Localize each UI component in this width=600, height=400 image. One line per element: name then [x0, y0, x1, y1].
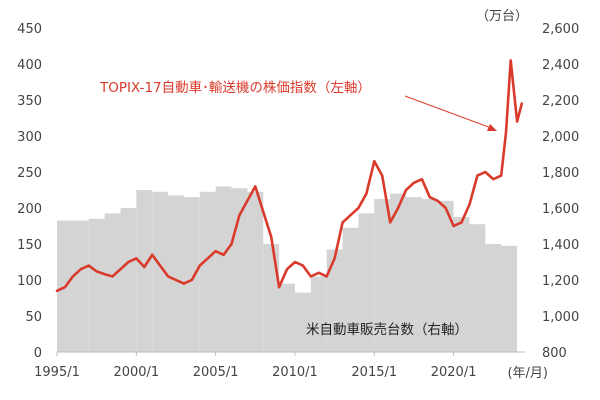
left-axis-tick-label: 150 — [17, 238, 42, 253]
right-axis-tick-label: 1,400 — [542, 238, 579, 253]
x-axis-tick-label: 1995/1 — [34, 365, 80, 380]
sales-bar — [120, 208, 137, 352]
left-axis-tick-label: 100 — [17, 274, 42, 289]
stock-index-line — [55, 59, 524, 293]
sales-bar — [199, 191, 216, 352]
bar-annotation: 米自動車販売台数（右軸） — [306, 322, 468, 338]
axis-layer: 0 50 100 150 200 250 300 350 400 450 800 1,000 1,200… — [17, 22, 579, 380]
line-annotation-arrow — [404, 95, 495, 130]
right-axis-tick-label: 2,600 — [542, 22, 579, 37]
sales-bar — [501, 245, 518, 352]
right-axis-tick-label: 2,200 — [542, 94, 579, 109]
sales-bar — [279, 283, 295, 352]
sales-bar — [152, 191, 169, 352]
x-axis-tick-label: 2000/1 — [113, 365, 159, 380]
right-axis-tick-label: 1,000 — [542, 310, 579, 325]
left-axis-tick-label: 50 — [25, 310, 42, 325]
right-axis-tick-label: 1,800 — [542, 166, 579, 181]
left-axis-tick-label: 250 — [17, 166, 42, 181]
right-axis-tick-label: 2,000 — [542, 130, 579, 145]
line-annotation-arrowhead — [487, 124, 497, 131]
sales-bar — [342, 227, 359, 352]
right-axis-tick-label: 1,600 — [542, 202, 579, 217]
right-axis-unit: （万台） — [476, 9, 528, 24]
sales-bar — [247, 191, 264, 352]
left-axis-tick-label: 200 — [17, 202, 42, 217]
sales-bar — [72, 220, 89, 352]
right-axis-tick-label: 1,200 — [542, 274, 579, 289]
sales-bar — [390, 193, 407, 352]
sales-bar — [421, 199, 438, 352]
sales-bar — [88, 218, 105, 352]
sales-bar — [437, 200, 454, 352]
x-axis-tick-label: 2005/1 — [193, 365, 239, 380]
sales-bar — [294, 292, 311, 352]
stock-index-line-series — [55, 59, 524, 293]
sales-bar — [215, 186, 232, 352]
line-annotation: TOPIX-17自動車･輸送機の株価指数（左軸） — [99, 80, 371, 96]
sales-bar — [136, 190, 153, 352]
sales-bar — [183, 197, 200, 352]
sales-bar — [485, 244, 502, 352]
left-axis-tick-label: 400 — [17, 58, 42, 73]
sales-bar — [374, 199, 391, 352]
sales-bar — [453, 217, 470, 352]
right-axis-tick-label: 2,400 — [542, 58, 579, 73]
left-axis-tick-label: 300 — [17, 130, 42, 145]
sales-bar — [406, 197, 422, 352]
sales-bar — [104, 213, 121, 352]
x-axis-unit: (年/月) — [507, 366, 548, 381]
left-axis-tick-label: 0 — [34, 346, 42, 361]
x-axis-tick-label: 2010/1 — [272, 365, 318, 380]
sales-bar — [358, 213, 375, 352]
x-axis-tick-label: 2020/1 — [431, 365, 477, 380]
x-axis-tick-label: 2015/1 — [351, 365, 397, 380]
sales-bar — [263, 244, 280, 352]
left-axis-tick-label: 350 — [17, 94, 42, 109]
sales-bar — [310, 276, 327, 352]
sales-bar — [168, 195, 184, 352]
left-axis-tick-label: 450 — [17, 22, 42, 37]
sales-bar-series — [57, 186, 518, 352]
sales-bar — [469, 224, 486, 352]
right-axis-tick-label: 800 — [542, 346, 567, 361]
sales-bar — [326, 249, 343, 352]
